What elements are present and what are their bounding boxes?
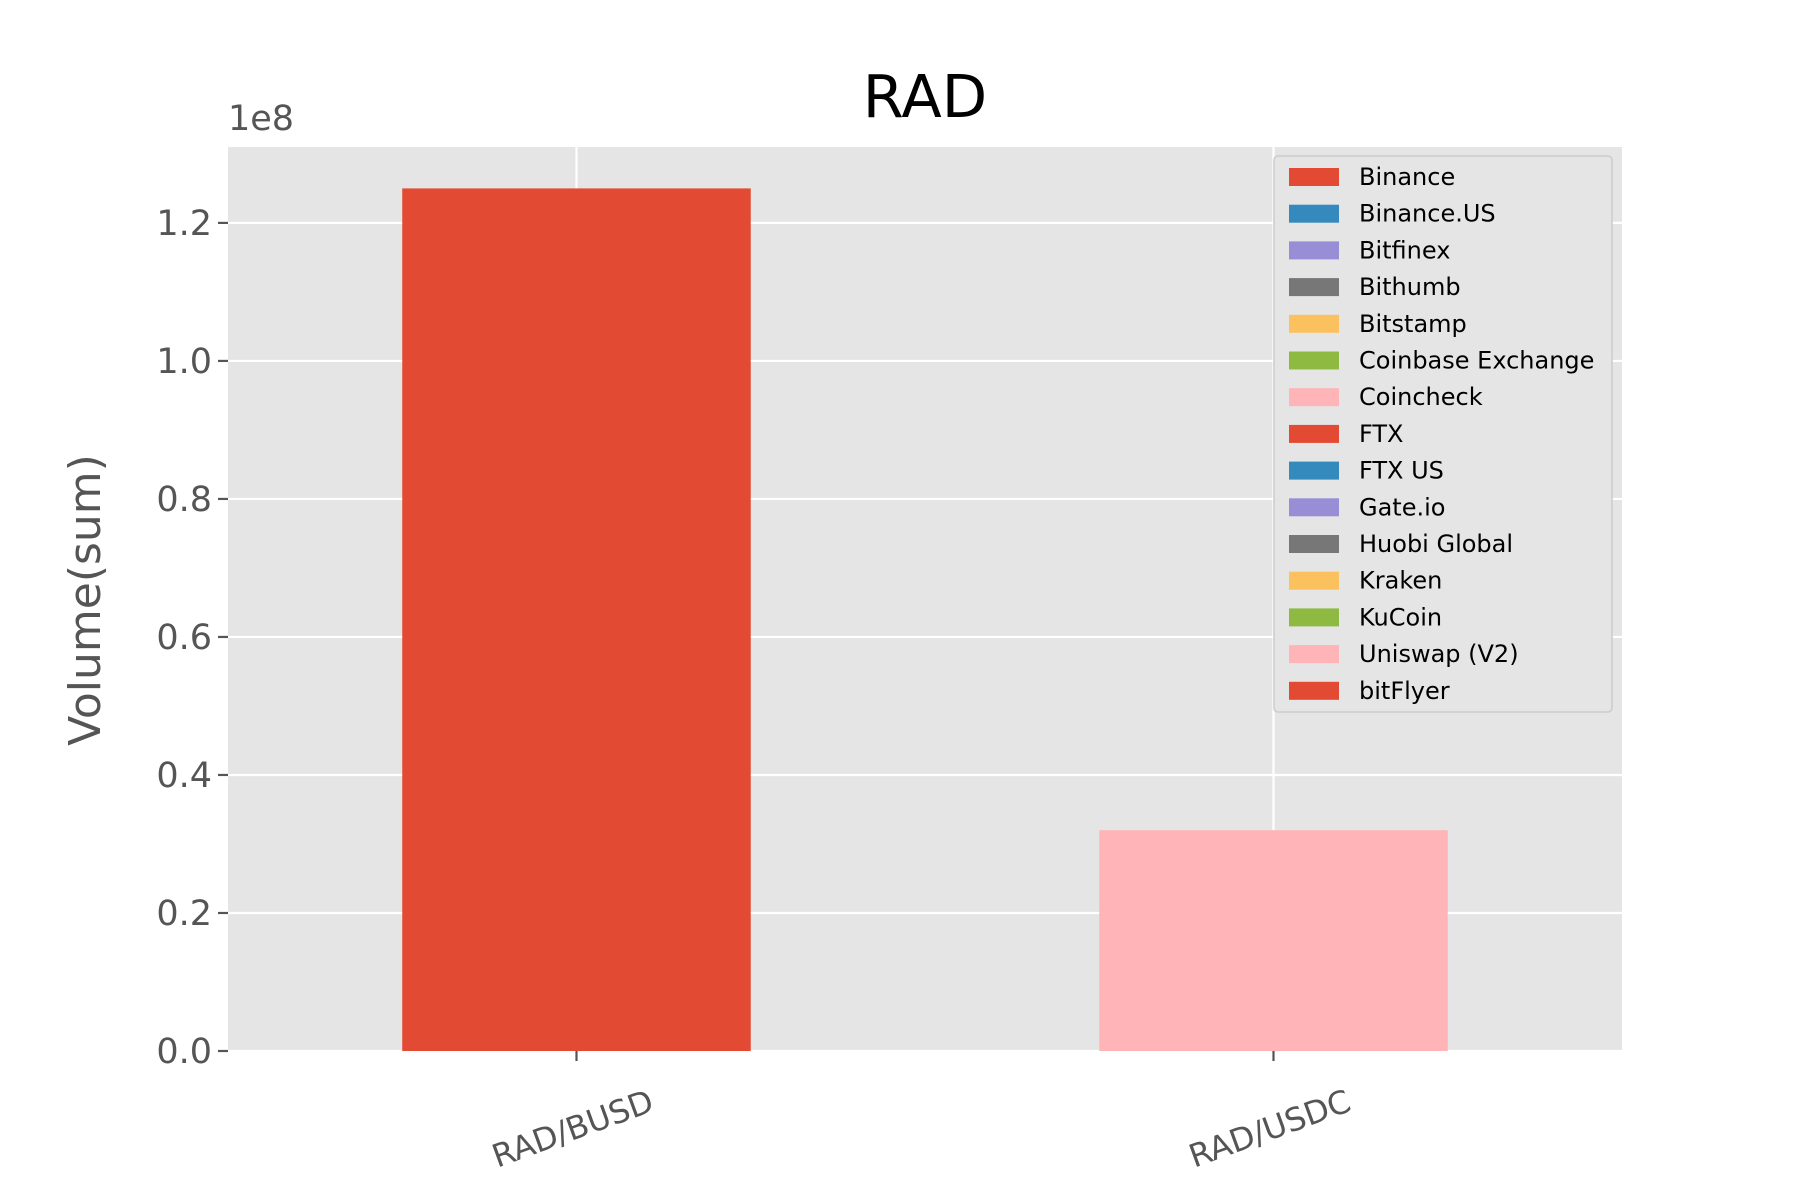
legend-swatch [1289, 168, 1339, 186]
x-tick-label: RAD/USDC [1184, 1082, 1356, 1175]
y-tick-label: 0.6 [156, 618, 212, 658]
legend-swatch [1289, 645, 1339, 664]
y-tick-label: 0.2 [156, 894, 212, 934]
bar-rad-usdc-coincheck [1099, 830, 1448, 1051]
legend-label: Kraken [1359, 567, 1442, 595]
legend-swatch [1289, 681, 1339, 700]
legend-label: Bithumb [1359, 273, 1461, 301]
legend-label: Binance.US [1359, 200, 1496, 228]
legend-swatch [1289, 388, 1339, 407]
legend-label: Gate.io [1359, 493, 1445, 521]
legend-label: FTX US [1359, 457, 1444, 485]
legend-label: Bitstamp [1359, 310, 1467, 338]
legend-label: Bitfinex [1359, 236, 1450, 264]
y-axis: 0.0 0.2 0.4 0.6 0.8 1.0 1.2 [156, 204, 228, 1072]
y-axis-label: Volume(sum) [60, 454, 111, 746]
legend-label: Uniswap (V2) [1359, 640, 1519, 668]
legend-label: bitFlyer [1359, 677, 1450, 705]
legend-swatch [1289, 204, 1339, 223]
x-axis: RAD/BUSD RAD/USDC [487, 1051, 1356, 1175]
legend-label: FTX [1359, 420, 1403, 448]
legend-swatch [1289, 535, 1339, 553]
x-tick-label: RAD/BUSD [487, 1082, 658, 1175]
legend-frame [1273, 155, 1613, 713]
legend-swatch [1289, 351, 1339, 370]
legend-label: KuCoin [1359, 603, 1442, 631]
legend-swatch [1289, 241, 1339, 260]
chart-title: RAD [863, 62, 987, 131]
legend: Binance Binance.US Bitfinex Bithumb Bitstamp… [1273, 155, 1613, 713]
y-axis-offset-text: 1e8 [228, 99, 294, 139]
bar-rad-busd-binance [402, 188, 751, 1051]
legend-swatch [1289, 278, 1339, 297]
y-tick-label: 0.0 [156, 1032, 212, 1072]
legend-swatch [1289, 424, 1339, 443]
y-tick-label: 1.0 [156, 342, 212, 382]
legend-label: Huobi Global [1359, 530, 1513, 558]
y-tick-label: 1.2 [156, 204, 212, 244]
y-tick-label: 0.8 [156, 480, 212, 520]
bars [402, 188, 1448, 1051]
y-tick-label: 0.4 [156, 756, 212, 796]
legend-swatch [1289, 461, 1339, 480]
legend-swatch [1289, 314, 1339, 333]
legend-label: Coincheck [1359, 383, 1483, 411]
legend-swatch [1289, 608, 1339, 627]
legend-label: Binance [1359, 163, 1455, 191]
legend-label: Coinbase Exchange [1359, 347, 1594, 375]
legend-swatch [1289, 571, 1339, 590]
legend-swatch [1289, 498, 1339, 517]
